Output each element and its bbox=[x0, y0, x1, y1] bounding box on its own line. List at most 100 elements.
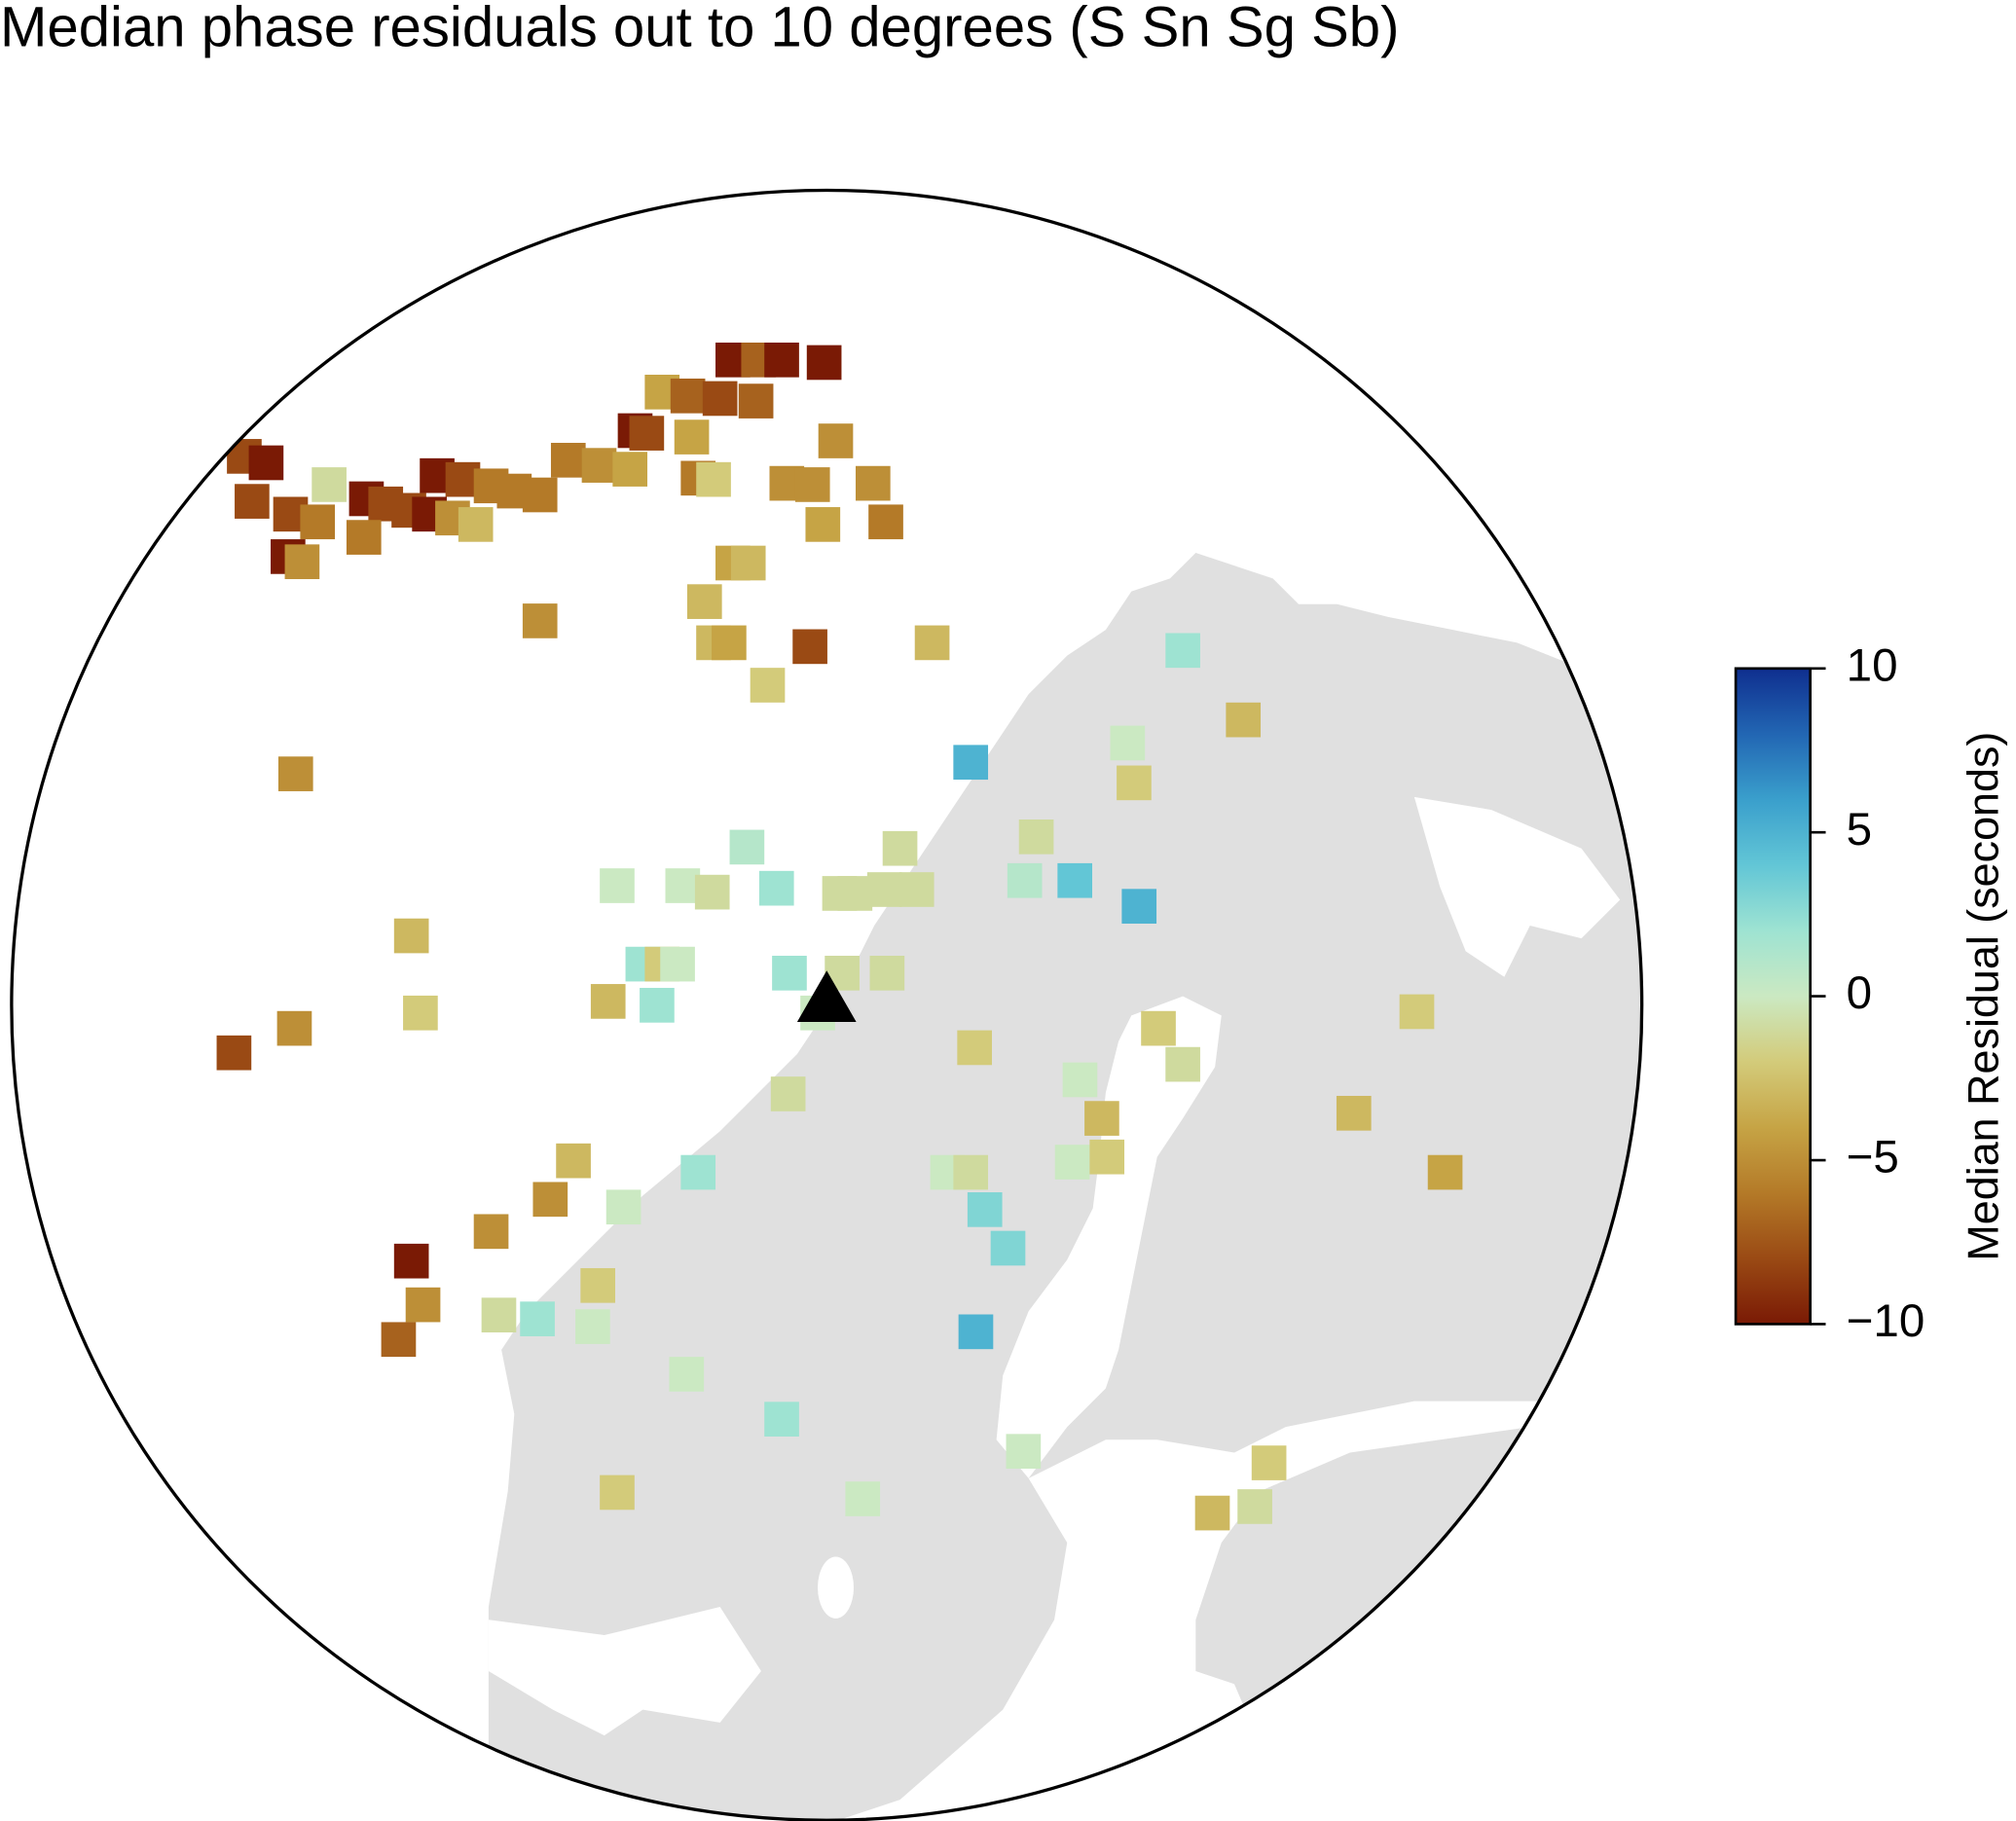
colorbar-label: Median Residual (seconds) bbox=[1958, 732, 2007, 1261]
station bbox=[277, 756, 313, 791]
station bbox=[805, 507, 841, 542]
station bbox=[953, 745, 989, 781]
station bbox=[1018, 819, 1054, 855]
station bbox=[1089, 1139, 1125, 1175]
station bbox=[958, 1314, 994, 1350]
station bbox=[600, 868, 635, 903]
globe-outline bbox=[10, 189, 1644, 1821]
station bbox=[1141, 1010, 1176, 1046]
station bbox=[792, 629, 827, 665]
station bbox=[522, 603, 558, 638]
station bbox=[1057, 862, 1093, 898]
colorbar bbox=[1734, 667, 1812, 1326]
station bbox=[216, 1035, 252, 1071]
station bbox=[1251, 1445, 1287, 1480]
station bbox=[346, 520, 382, 555]
station bbox=[967, 1192, 1003, 1227]
colorbar-tick-label: 10 bbox=[1847, 639, 1898, 691]
station bbox=[686, 584, 722, 619]
station bbox=[712, 625, 747, 661]
station bbox=[312, 467, 347, 502]
station bbox=[738, 383, 774, 419]
colorbar-tick-label: 5 bbox=[1847, 804, 1872, 856]
station bbox=[1427, 1154, 1463, 1190]
station bbox=[381, 1322, 417, 1358]
chart-title: Median phase residuals out to 10 degrees… bbox=[0, 0, 1399, 59]
station bbox=[670, 378, 706, 414]
baltic-sea bbox=[823, 1401, 1543, 1821]
station bbox=[694, 874, 730, 910]
station bbox=[750, 668, 786, 703]
station bbox=[818, 423, 854, 458]
station bbox=[284, 544, 320, 580]
station bbox=[1121, 889, 1157, 924]
station bbox=[806, 345, 842, 381]
station bbox=[758, 870, 794, 906]
station bbox=[837, 876, 873, 911]
lake bbox=[818, 1556, 855, 1619]
station bbox=[730, 545, 766, 581]
station bbox=[580, 1267, 615, 1303]
station bbox=[729, 829, 765, 865]
station bbox=[1226, 702, 1262, 738]
stations bbox=[216, 342, 1463, 1531]
station bbox=[898, 872, 935, 907]
station bbox=[674, 419, 710, 455]
station bbox=[605, 1189, 641, 1225]
white-sea bbox=[1413, 796, 1621, 977]
station bbox=[1084, 1101, 1119, 1136]
station bbox=[669, 1357, 705, 1392]
land bbox=[488, 552, 1642, 1821]
station bbox=[855, 465, 891, 501]
station bbox=[914, 625, 950, 661]
station bbox=[393, 918, 429, 954]
station bbox=[473, 1214, 509, 1250]
station bbox=[520, 1301, 555, 1336]
station bbox=[556, 1143, 591, 1179]
station bbox=[953, 1154, 989, 1190]
station bbox=[1194, 1495, 1230, 1531]
station bbox=[640, 988, 675, 1023]
station bbox=[1117, 765, 1152, 801]
station bbox=[990, 1230, 1026, 1266]
station bbox=[575, 1309, 610, 1344]
station bbox=[764, 342, 799, 378]
colorbar-axis: 10 5 0 −5 −10 bbox=[1810, 639, 1924, 1347]
skagerrak bbox=[488, 1606, 761, 1736]
station bbox=[276, 1010, 312, 1046]
station bbox=[1165, 1046, 1200, 1082]
station bbox=[458, 507, 494, 542]
station bbox=[866, 872, 902, 907]
station bbox=[1110, 725, 1146, 761]
station bbox=[1007, 862, 1043, 898]
station bbox=[794, 467, 830, 502]
colorbar-tick-label: 0 bbox=[1847, 967, 1872, 1019]
station bbox=[1399, 994, 1435, 1030]
station bbox=[869, 956, 905, 991]
station bbox=[403, 995, 438, 1031]
station bbox=[522, 477, 558, 513]
gulf-of-bothnia bbox=[996, 996, 1222, 1478]
station bbox=[702, 381, 738, 417]
station bbox=[612, 452, 648, 487]
station bbox=[300, 504, 336, 540]
station bbox=[393, 1243, 429, 1279]
station bbox=[629, 416, 665, 451]
map bbox=[216, 342, 1642, 1821]
station bbox=[868, 504, 903, 540]
station bbox=[550, 443, 586, 478]
station bbox=[600, 1475, 635, 1511]
station bbox=[1006, 1434, 1042, 1470]
station bbox=[405, 1287, 441, 1323]
station bbox=[680, 1154, 716, 1190]
station bbox=[481, 1297, 517, 1332]
station bbox=[1054, 1145, 1090, 1180]
station bbox=[665, 868, 701, 903]
station bbox=[1165, 633, 1200, 669]
station bbox=[957, 1030, 992, 1066]
station bbox=[772, 956, 807, 991]
station bbox=[660, 946, 695, 982]
station bbox=[581, 448, 617, 483]
